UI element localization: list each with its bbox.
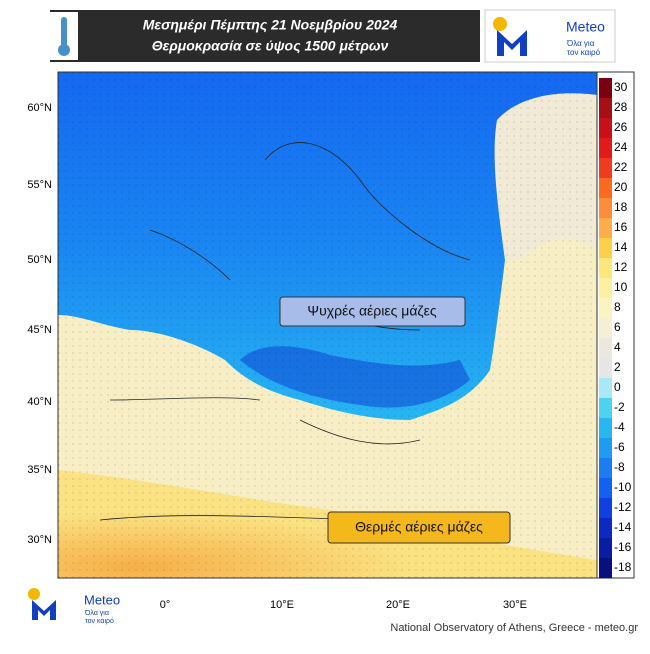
lat-label: 35°N	[27, 464, 52, 476]
colorbar-tick-label: -2	[614, 400, 625, 414]
title-line: Μεσημέρι Πέμπτης 21 Νοεμβρίου 2024	[143, 17, 398, 33]
title-line: Θερμοκρασία σε ύψος 1500 μέτρων	[152, 38, 389, 54]
colorbar-swatch	[599, 438, 612, 459]
colorbar-swatch	[599, 418, 612, 439]
colorbar-tick-label: 8	[614, 300, 621, 314]
colorbar-swatch	[599, 378, 612, 399]
colorbar-swatch	[599, 318, 612, 339]
colorbar-tick-label: 2	[614, 360, 621, 374]
lat-label: 60°N	[27, 102, 52, 114]
colorbar-swatch	[599, 358, 612, 379]
colorbar-tick-label: 24	[614, 140, 628, 154]
colorbar-swatch	[599, 538, 612, 559]
colorbar-swatch	[599, 218, 612, 239]
colorbar-tick-label: -18	[614, 560, 632, 574]
credit: National Observatory of Athens, Greece -…	[390, 622, 638, 634]
colorbar-swatch	[599, 478, 612, 499]
thermo-icon	[61, 17, 67, 47]
colorbar-swatch	[599, 78, 612, 99]
lat-label: 45°N	[27, 324, 52, 336]
logo-tagline: Όλα για	[566, 39, 595, 48]
colorbar-tick-label: -8	[614, 460, 625, 474]
lat-label: 40°N	[27, 396, 52, 408]
colorbar-tick-label: 16	[614, 220, 628, 234]
colorbar-tick-label: 10	[614, 280, 628, 294]
warm-annotation-box	[327, 511, 511, 544]
lon-label: 30°E	[503, 599, 527, 611]
cold-annotation-box	[279, 296, 466, 327]
logo-tagline: Όλα για	[84, 610, 109, 617]
logo-sun	[28, 588, 40, 600]
logo-m	[32, 600, 56, 620]
colorbar-swatch	[599, 98, 612, 119]
thermo-bulb	[58, 44, 70, 56]
colorbar-swatch	[599, 558, 612, 579]
colorbar-tick-label: 22	[614, 160, 628, 174]
logo-box	[484, 9, 616, 63]
colorbar-swatch	[599, 298, 612, 319]
colorbar-swatch	[599, 458, 612, 479]
colorbar-tick-label: -16	[614, 540, 632, 554]
lat-label: 50°N	[27, 254, 52, 266]
colorbar-swatch	[599, 398, 612, 419]
header-bar	[50, 10, 480, 62]
colorbar-tick-label: 4	[614, 340, 621, 354]
colorbar-swatch	[599, 258, 612, 279]
colorbar-tick-label: -10	[614, 480, 632, 494]
colorbar-swatch	[599, 138, 612, 159]
colorbar-tick-label: -6	[614, 440, 625, 454]
colorbar-swatch	[599, 498, 612, 519]
colorbar-tick-label: 20	[614, 180, 628, 194]
colorbar-tick-label: 18	[614, 200, 628, 214]
warm-annotation: Θερμές αέριες μάζες	[355, 519, 483, 535]
lon-label: 0°	[160, 599, 171, 611]
colorbar-swatch	[599, 278, 612, 299]
lat-label: 30°N	[27, 534, 52, 546]
colorbar-tick-label: 14	[614, 240, 628, 254]
colorbar-tick-label: 26	[614, 120, 628, 134]
colorbar-swatch	[599, 338, 612, 359]
colorbar-swatch	[599, 158, 612, 179]
logo-m	[497, 30, 527, 56]
colorbar-swatch	[599, 178, 612, 199]
colorbar-tick-label: 6	[614, 320, 621, 334]
lon-label: 20°E	[386, 599, 410, 611]
colorbar-tick-label: 12	[614, 260, 628, 274]
colorbar-tick-label: -12	[614, 500, 632, 514]
colorbar-tick-label: 28	[614, 100, 628, 114]
logo-name: Meteo	[84, 592, 120, 607]
map	[57, 71, 598, 579]
lon-label: 10°E	[270, 599, 294, 611]
logo-name: Meteo	[566, 19, 605, 35]
cold-annotation: Ψυχρές αέριες μάζες	[307, 303, 436, 319]
colorbar-swatch	[599, 238, 612, 259]
logo-tagline: τον καιρό	[85, 617, 114, 625]
colorbar-tick-label: 0	[614, 380, 621, 394]
colorbar-swatch	[599, 118, 612, 139]
logo-sun	[493, 17, 507, 31]
colorbar-tick-label: 30	[614, 80, 628, 94]
lat-label: 55°N	[27, 179, 52, 191]
colorbar-tick-label: -4	[614, 420, 625, 434]
colorbar-tick-label: -14	[614, 520, 632, 534]
logo-tagline: τον καιρό	[567, 48, 601, 57]
colorbar-swatch	[599, 518, 612, 539]
colorbar-swatch	[599, 198, 612, 219]
